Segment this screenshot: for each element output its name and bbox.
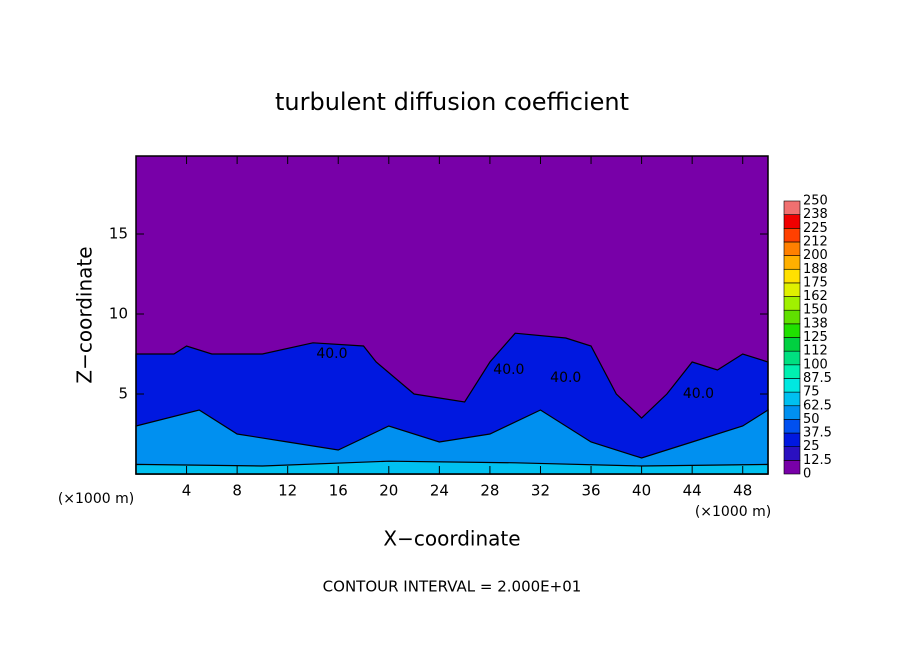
y-tick-label: 10: [109, 305, 128, 323]
colorbar-label: 212: [803, 234, 828, 249]
colorbar-band: [783, 268, 801, 284]
x-tick-label: 24: [430, 482, 449, 500]
colorbar-band: [783, 200, 801, 215]
colorbar-band: [783, 364, 801, 379]
x-tick-label: 8: [232, 482, 242, 500]
y-tick-label: 15: [109, 225, 128, 243]
colorbar-band: [783, 309, 801, 325]
colorbar-band: [783, 391, 801, 407]
colorbar-band: [783, 405, 801, 420]
colorbar-band: [783, 446, 801, 461]
field-region: [135, 408, 769, 475]
colorbar-label: 200: [803, 248, 828, 263]
colorbar-label: 138: [803, 316, 828, 331]
colorbar-band: [783, 378, 801, 393]
field-region: [135, 332, 769, 475]
x-tick-label: 48: [733, 482, 752, 500]
colorbar-band: [783, 255, 801, 270]
x-tick-label: 4: [182, 482, 192, 500]
colorbar-band: [783, 241, 801, 256]
colorbar-label: 0: [803, 467, 811, 482]
colorbar-label: 175: [803, 275, 828, 290]
colorbar-label: 188: [803, 262, 828, 277]
colorbar-label: 87.5: [803, 371, 832, 386]
colorbar-label: 238: [803, 207, 828, 222]
contour-label: 40.0: [683, 386, 714, 402]
x-tick-label: 28: [480, 482, 499, 500]
contour-label: 40.0: [493, 362, 524, 378]
colorbar-label: 25: [803, 439, 820, 454]
x-tick-label: 36: [581, 482, 600, 500]
x-tick-label: 20: [379, 482, 398, 500]
colorbar-band: [783, 337, 801, 352]
x-tick-label: 16: [329, 482, 348, 500]
colorbar-label: 250: [803, 194, 828, 209]
colorbar-band: [783, 228, 801, 243]
colorbar-band: [783, 323, 801, 338]
colorbar-band: [783, 460, 801, 475]
colorbar-label: 50: [803, 412, 820, 427]
y-unit: (×1000 m): [58, 491, 134, 507]
colorbar-label: 37.5: [803, 426, 832, 441]
colorbar-label: 12.5: [803, 453, 832, 468]
colorbar-label: 100: [803, 357, 828, 372]
contour-label: 40.0: [316, 346, 347, 362]
colorbar-label: 75: [803, 385, 820, 400]
colorbar-label: 150: [803, 303, 828, 318]
x-tick-label: 44: [683, 482, 702, 500]
colorbar-band: [783, 419, 801, 434]
colorbar-band: [783, 350, 801, 366]
y-tick-label: 5: [118, 385, 128, 403]
x-tick-label: 32: [531, 482, 550, 500]
colorbar-label: 162: [803, 289, 828, 304]
colorbar-label: 225: [803, 221, 828, 236]
colorbar-label: 112: [803, 344, 828, 359]
colorbar-band: [783, 214, 801, 229]
x-tick-label: 40: [632, 482, 651, 500]
y-axis-label: Z−coordinate: [73, 246, 97, 383]
colorbar-label: 125: [803, 330, 828, 345]
colorbar-band: [783, 432, 801, 447]
x-unit: (×1000 m): [695, 504, 771, 520]
contour-note: CONTOUR INTERVAL = 2.000E+01: [323, 578, 582, 596]
colorbar-band: [783, 296, 801, 311]
contour-label: 40.0: [550, 370, 581, 386]
colorbar-label: 62.5: [803, 398, 832, 413]
x-tick-label: 12: [278, 482, 297, 500]
x-axis-label: X−coordinate: [383, 527, 520, 551]
chart-title: turbulent diffusion coefficient: [275, 88, 629, 116]
colorbar-band: [783, 282, 801, 297]
plot-frame: [135, 155, 769, 475]
